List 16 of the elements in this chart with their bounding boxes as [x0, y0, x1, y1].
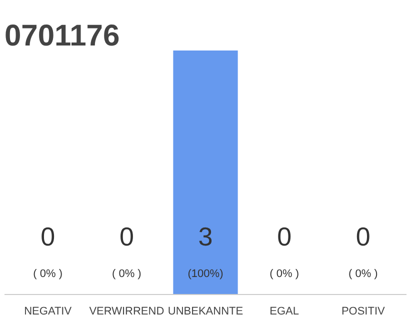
annotation: ( 0% ) — [270, 268, 299, 280]
data-label: 0 — [277, 222, 292, 252]
annotation: (100%) — [188, 268, 224, 280]
x-tick-label: VERWIRREND — [89, 306, 164, 318]
chart-title: 0701176 — [4, 20, 120, 52]
x-tick-label: UNBEKANNTE — [168, 306, 244, 318]
data-label: 0 — [356, 222, 370, 252]
x-tick-label: POSITIV — [341, 306, 386, 318]
annotation: ( 0% ) — [33, 268, 63, 280]
data-label: 3 — [198, 222, 213, 252]
data-label: 0 — [119, 222, 134, 252]
data-label: 0 — [40, 222, 56, 252]
x-tick-label: EGAL — [270, 306, 300, 318]
x-tick-label: NEGATIV — [24, 306, 72, 318]
annotation: ( 0% ) — [348, 268, 378, 280]
annotation: ( 0% ) — [112, 268, 142, 280]
